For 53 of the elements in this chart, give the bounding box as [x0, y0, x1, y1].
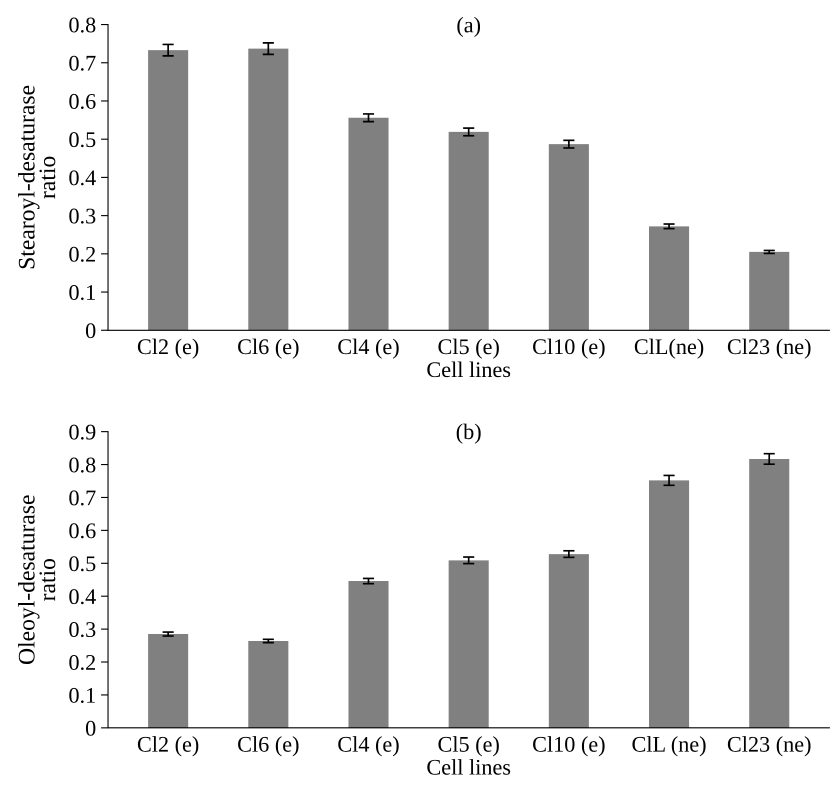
bar	[749, 252, 790, 330]
x-tick-label: Cl10 (e)	[533, 338, 605, 359]
x-tick-label: Cl10 (e)	[533, 736, 605, 756]
x-tick-label: Cl2 (e)	[138, 736, 198, 756]
y-tick-label: 0.7	[69, 490, 96, 506]
y-tick-label: 0.5	[69, 132, 96, 148]
y-tick-label: 0.8	[69, 457, 96, 473]
y-tick-label: 0.4	[69, 589, 96, 604]
y-axis-title: Oleoyl-desaturase ratio	[18, 495, 56, 664]
x-axis-title: Cell lines	[427, 362, 510, 378]
bar	[548, 554, 589, 728]
bar	[248, 640, 288, 728]
y-tick-label: 0.3	[69, 208, 96, 224]
y-tick-label: 0.2	[69, 246, 95, 262]
x-tick-label: Cl2 (e)	[138, 338, 198, 359]
y-tick-label: 0.1	[69, 284, 95, 300]
x-tick-label: ClL (ne)	[632, 736, 706, 756]
y-tick-label: 0.1	[69, 688, 95, 703]
y-tick-label: 0.2	[69, 654, 95, 670]
y-tick-label: 0.5	[69, 556, 96, 572]
x-tick-label: ClL(ne)	[634, 338, 704, 359]
bar	[448, 560, 489, 728]
y-tick-label: 0.3	[69, 622, 96, 638]
y-tick-label: 0.6	[69, 523, 96, 538]
chart-title: (b)	[456, 424, 481, 444]
y-tick-label: 0.6	[69, 94, 96, 110]
y-tick-label: 0	[86, 323, 96, 338]
bar	[148, 50, 188, 330]
y-axis-title: Stearoyl-desaturase ratio	[18, 86, 56, 268]
x-tick-label: Cl6 (e)	[238, 338, 299, 359]
y-tick-label: 0	[86, 720, 96, 736]
bar	[649, 226, 690, 330]
y-tick-label: 0.8	[69, 17, 96, 33]
y-tick-label: 0.7	[69, 56, 96, 71]
x-tick-label: Cl6 (e)	[238, 736, 299, 756]
bar	[148, 634, 188, 728]
y-tick-label: 0.9	[69, 424, 96, 440]
bar	[248, 48, 288, 330]
x-tick-label: Cl5 (e)	[438, 338, 499, 359]
x-tick-label: Cl4 (e)	[338, 338, 399, 359]
x-axis-title: Cell lines	[427, 759, 510, 775]
y-tick-label: 0.4	[69, 170, 96, 186]
bar	[348, 581, 389, 728]
x-tick-label: Cl5 (e)	[438, 736, 499, 756]
x-tick-label: Cl23 (ne)	[728, 736, 811, 756]
bar	[348, 118, 389, 330]
x-tick-label: Cl23 (ne)	[728, 338, 811, 359]
bar	[548, 144, 589, 330]
bar	[649, 480, 690, 728]
bar	[448, 132, 489, 330]
bar	[749, 458, 790, 728]
chart-title: (a)	[457, 16, 480, 37]
x-tick-label: Cl4 (e)	[338, 736, 399, 756]
